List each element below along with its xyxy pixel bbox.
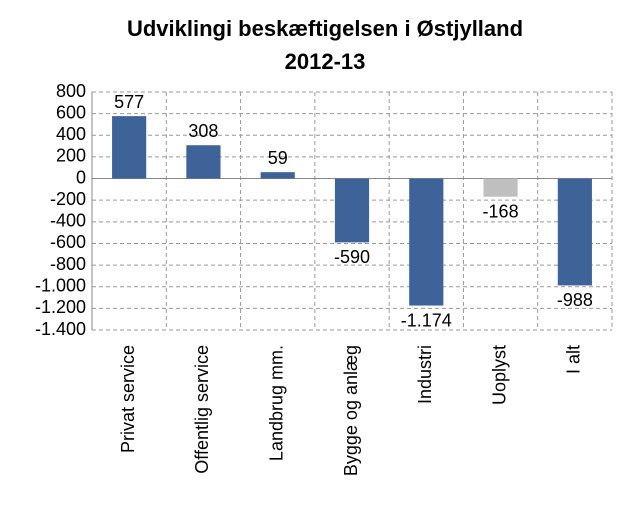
x-tick-label: I alt (564, 345, 584, 374)
y-tick-label: -400 (50, 211, 86, 231)
y-tick-label: -1.200 (35, 297, 86, 317)
bar (557, 178, 592, 286)
x-tick-label: Uoplyst (489, 345, 509, 405)
value-label: -168 (483, 201, 519, 221)
y-tick-label: 400 (56, 124, 86, 144)
y-tick-label: -1.000 (35, 275, 86, 295)
y-tick-label: 200 (56, 146, 86, 166)
bar (483, 178, 518, 197)
chart-title: 2012-13 (285, 49, 366, 74)
value-label: 308 (188, 121, 218, 141)
y-tick-label: -1.400 (35, 319, 86, 339)
chart-title: Udviklingi beskæftigelsen i Østjylland (127, 16, 523, 41)
value-label: -1.174 (401, 310, 452, 330)
bar (334, 178, 370, 243)
x-tick-label: Industri (415, 345, 435, 404)
x-tick-label: Privat service (118, 345, 138, 453)
y-tick-label: -200 (50, 189, 86, 209)
y-tick-label: 800 (56, 81, 86, 101)
value-label: -590 (334, 247, 370, 267)
value-label: 577 (114, 92, 144, 112)
y-tick-label: 0 (76, 167, 86, 187)
y-tick-label: -600 (50, 232, 86, 252)
value-label: -988 (557, 290, 593, 310)
bar (186, 145, 221, 179)
x-tick-label: Landbrug mm. (266, 345, 286, 461)
x-tick-label: Bygge og anlæg (341, 345, 361, 476)
y-tick-label: -800 (50, 254, 86, 274)
bar (409, 178, 444, 306)
bar (260, 172, 295, 179)
x-tick-label: Offentlig service (192, 345, 212, 474)
bar (112, 116, 147, 179)
value-label: 59 (268, 148, 288, 168)
y-tick-label: 600 (56, 102, 86, 122)
